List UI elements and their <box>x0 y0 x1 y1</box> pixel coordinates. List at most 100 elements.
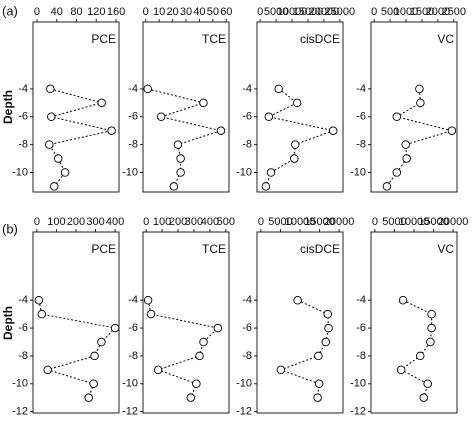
data-point <box>34 295 44 305</box>
data-point <box>276 365 286 375</box>
plot-frame <box>256 21 344 193</box>
plot-frame <box>142 231 230 414</box>
y-tick-label: -4 <box>128 83 138 95</box>
data-point <box>213 323 223 333</box>
x-tick-label: 300 <box>86 216 104 228</box>
y-tick-label: -10 <box>236 378 252 390</box>
data-point <box>60 168 70 177</box>
y-tick-label: -6 <box>242 322 252 334</box>
data-point <box>323 309 333 319</box>
y-tick-label: -12 <box>236 406 252 418</box>
chart-title: PCE <box>91 32 116 46</box>
data-point <box>264 112 274 122</box>
profile-line <box>400 299 433 398</box>
plot-frame <box>32 21 120 193</box>
x-tick-label: 200 <box>169 216 187 228</box>
chart-title: TCE <box>202 32 226 46</box>
data-point <box>293 295 302 305</box>
data-point <box>292 98 302 108</box>
data-point <box>426 337 435 347</box>
y-tick-label: -6 <box>18 322 28 334</box>
data-point <box>53 154 63 163</box>
plot-frame <box>142 21 230 193</box>
profile-line <box>147 88 223 187</box>
data-point <box>97 98 106 108</box>
x-tick-label: 15000 <box>418 216 449 228</box>
x-tick-label: 50 <box>207 6 219 18</box>
chart-title: TCE <box>202 242 226 256</box>
y-tick-label: -8 <box>128 139 138 151</box>
y-tick-label: -8 <box>18 139 28 151</box>
x-tick-label: 10000 <box>399 216 430 228</box>
panel-label: (b) <box>2 221 18 236</box>
data-point <box>110 323 120 333</box>
data-point <box>419 393 429 402</box>
data-point <box>447 126 457 135</box>
y-tick-label: -4 <box>18 83 28 95</box>
data-point <box>43 365 52 375</box>
y-tick-label: -12 <box>350 406 366 418</box>
x-tick-label: 0 <box>34 6 40 18</box>
x-tick-label: 200 <box>67 216 85 228</box>
data-point <box>107 126 116 135</box>
data-point <box>415 84 424 94</box>
x-tick-label: 1500 <box>410 6 434 18</box>
x-tick-label: 60 <box>220 6 232 18</box>
data-point <box>199 337 208 347</box>
y-tick-label: -4 <box>356 83 366 95</box>
x-tick-label: 160 <box>107 6 125 18</box>
data-point <box>290 154 299 163</box>
data-point <box>46 84 55 94</box>
y-tick-label: -10 <box>12 166 28 178</box>
y-tick-label: -8 <box>18 350 28 362</box>
chart-title: VC <box>437 242 454 256</box>
y-tick-label: -12 <box>122 406 138 418</box>
x-tick-label: 2000 <box>426 6 450 18</box>
data-point <box>97 337 106 347</box>
x-tick-label: 0 <box>143 216 149 228</box>
y-tick-label: -6 <box>18 111 28 123</box>
profile-line <box>279 299 330 398</box>
x-tick-label: 500 <box>217 216 235 228</box>
data-point <box>50 182 59 191</box>
profile-line <box>265 88 335 187</box>
plot-frame <box>256 231 344 414</box>
data-point <box>261 182 271 191</box>
x-tick-label: 0 <box>34 216 40 228</box>
plot-frame <box>370 21 458 193</box>
y-tick-label: -6 <box>356 322 366 334</box>
x-tick-label: 10000 <box>277 6 308 18</box>
data-point <box>146 309 156 319</box>
data-point <box>156 112 166 122</box>
chart-title: PCE <box>91 242 116 256</box>
x-tick-label: 25000 <box>325 6 356 18</box>
data-point <box>186 393 196 402</box>
data-point <box>321 337 331 347</box>
data-point <box>416 351 425 361</box>
x-tick-label: 0 <box>143 6 149 18</box>
data-point <box>90 351 99 361</box>
x-tick-label: 40 <box>193 6 205 18</box>
y-tick-label: -8 <box>242 139 252 151</box>
data-point <box>266 168 276 177</box>
data-point <box>290 140 300 149</box>
data-point <box>328 126 338 135</box>
data-point <box>84 393 93 402</box>
chart-title: VC <box>437 32 454 46</box>
y-tick-label: -6 <box>128 322 138 334</box>
x-tick-label: 400 <box>106 216 124 228</box>
x-tick-label: 0 <box>371 6 377 18</box>
y-axis-label: Depth <box>1 306 15 340</box>
profile-line <box>147 300 219 398</box>
x-tick-label: 20000 <box>438 216 469 228</box>
data-point <box>396 365 406 375</box>
x-tick-label: 20 <box>166 6 178 18</box>
data-point <box>143 84 152 94</box>
y-tick-label: -4 <box>18 294 28 306</box>
y-tick-label: -10 <box>122 166 138 178</box>
x-tick-label: 120 <box>87 6 105 18</box>
x-tick-label: 0 <box>258 216 264 228</box>
chart-title: cisDCE <box>300 242 340 256</box>
y-axis-label: Depth <box>1 90 15 124</box>
x-tick-label: 15000 <box>293 6 324 18</box>
